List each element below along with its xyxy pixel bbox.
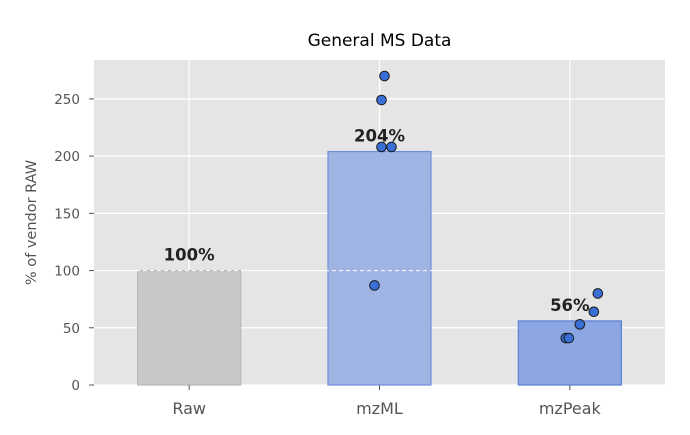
- bar-mzml: [327, 150, 432, 386]
- bar-mzpeak: [517, 320, 622, 386]
- point-mzpeak-4: [563, 332, 575, 344]
- data-label-mzpeak: 56%: [550, 296, 590, 315]
- data-labels: 100% 204% 56%: [164, 127, 590, 315]
- point-mzpeak-2: [574, 319, 586, 330]
- chart-title: General MS Data: [308, 31, 452, 51]
- point-mzml-3: [386, 141, 397, 153]
- point-mzml-4: [369, 280, 380, 291]
- point-mzml-0: [379, 70, 390, 82]
- data-points: [369, 70, 604, 344]
- data-label-mzml: 204%: [354, 127, 405, 146]
- bars: [137, 150, 622, 386]
- data-label-raw: 100%: [164, 246, 215, 265]
- ytick-label-0: 0: [71, 378, 80, 394]
- x-axis-ticks: Raw mzML mzPeak: [172, 385, 602, 418]
- xtick-label-raw: Raw: [172, 399, 206, 418]
- xtick-label-mzml: mzML: [356, 399, 403, 418]
- point-mzpeak-0: [592, 288, 604, 299]
- y-axis-label: % of vendor RAW: [24, 160, 40, 285]
- ytick-label-50: 50: [63, 321, 80, 337]
- ytick-label-200: 200: [54, 149, 80, 165]
- point-mzml-1: [376, 94, 387, 106]
- y-axis-ticks: 0 50 100 150 200 250: [54, 92, 94, 394]
- bar-raw: [137, 269, 242, 386]
- ytick-label-100: 100: [54, 264, 80, 280]
- ytick-label-150: 150: [54, 206, 80, 222]
- ytick-label-250: 250: [54, 92, 80, 108]
- point-mzpeak-1: [588, 306, 600, 318]
- xtick-label-mzpeak: mzPeak: [539, 399, 602, 418]
